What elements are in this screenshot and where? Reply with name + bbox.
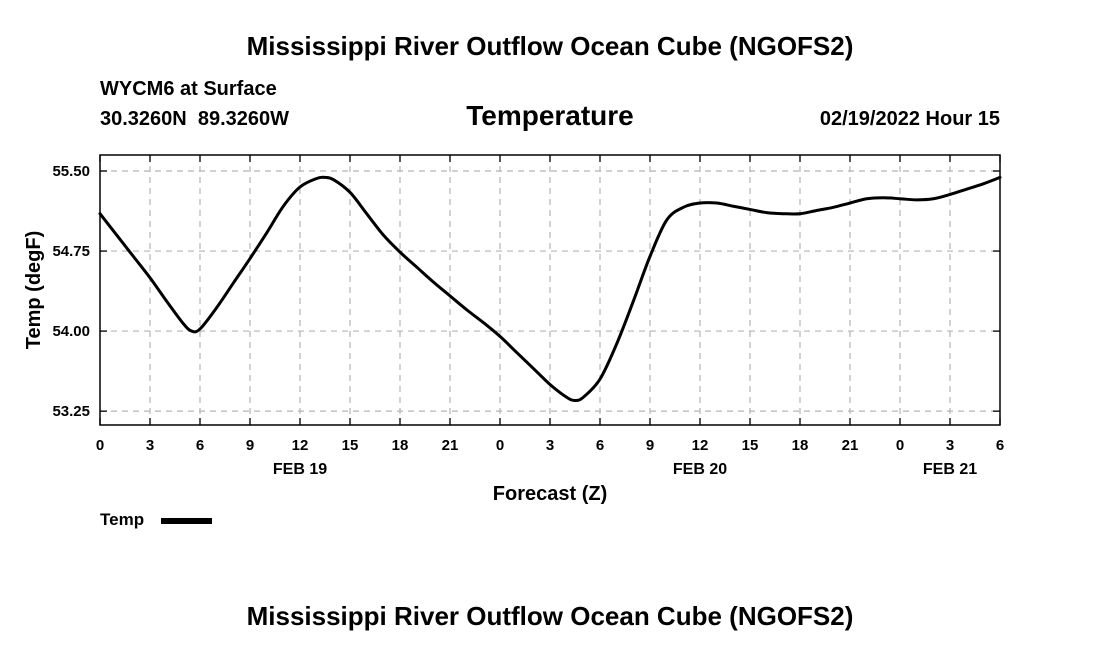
x-tick-label-3: 9 (246, 437, 254, 454)
chart-title: Mississippi River Outflow Ocean Cube (NG… (247, 31, 854, 61)
x-tick-label-4: 12 (292, 437, 309, 454)
station-label: WYCM6 at Surface (100, 78, 277, 100)
axis-layer: 0 3 6 9 12 15 18 21 0 3 6 9 12 15 18 21 0 3 6 53.25 54.00 54.… (52, 154, 1004, 478)
y-tick-label-0: 53.25 (52, 403, 90, 420)
x-tick-label-6: 18 (392, 437, 409, 454)
x-tick-label-16: 0 (896, 437, 904, 454)
legend: Temp (100, 510, 212, 529)
timestamp-label: 02/19/2022 Hour 15 (820, 108, 1000, 130)
legend-label: Temp (100, 510, 144, 529)
x-tick-label-1: 3 (146, 437, 154, 454)
x-tick-label-8: 0 (496, 437, 504, 454)
x-tick-label-11: 9 (646, 437, 654, 454)
x-tick-label-17: 3 (946, 437, 954, 454)
day-label-2: FEB 21 (923, 461, 977, 478)
x-tick-label-5: 15 (342, 437, 359, 454)
x-tick-label-0: 0 (96, 437, 104, 454)
x-tick-label-12: 12 (692, 437, 709, 454)
day-label-1: FEB 20 (673, 461, 727, 478)
x-tick-label-9: 3 (546, 437, 554, 454)
series-layer (98, 175, 1002, 402)
y-axis-label: Temp (degF) (23, 231, 45, 350)
footer-title: Mississippi River Outflow Ocean Cube (NG… (247, 601, 854, 631)
y-tick-label-3: 55.50 (52, 163, 90, 180)
x-tick-label-14: 18 (792, 437, 809, 454)
x-tick-label-13: 15 (742, 437, 759, 454)
grid-layer (100, 155, 1000, 425)
x-tick-label-18: 6 (996, 437, 1004, 454)
series-line-temp (98, 175, 1002, 402)
x-tick-label-7: 21 (442, 437, 459, 454)
coordinates-label: 30.3260N 89.3260W (100, 108, 289, 130)
y-tick-label-1: 54.00 (52, 323, 90, 340)
x-tick-label-2: 6 (196, 437, 204, 454)
x-tick-label-15: 21 (842, 437, 859, 454)
x-axis-label: Forecast (Z) (493, 483, 607, 505)
y-tick-label-2: 54.75 (52, 243, 90, 260)
day-label-0: FEB 19 (273, 461, 327, 478)
chart-subtitle: Temperature (466, 100, 634, 131)
x-tick-label-10: 6 (596, 437, 604, 454)
